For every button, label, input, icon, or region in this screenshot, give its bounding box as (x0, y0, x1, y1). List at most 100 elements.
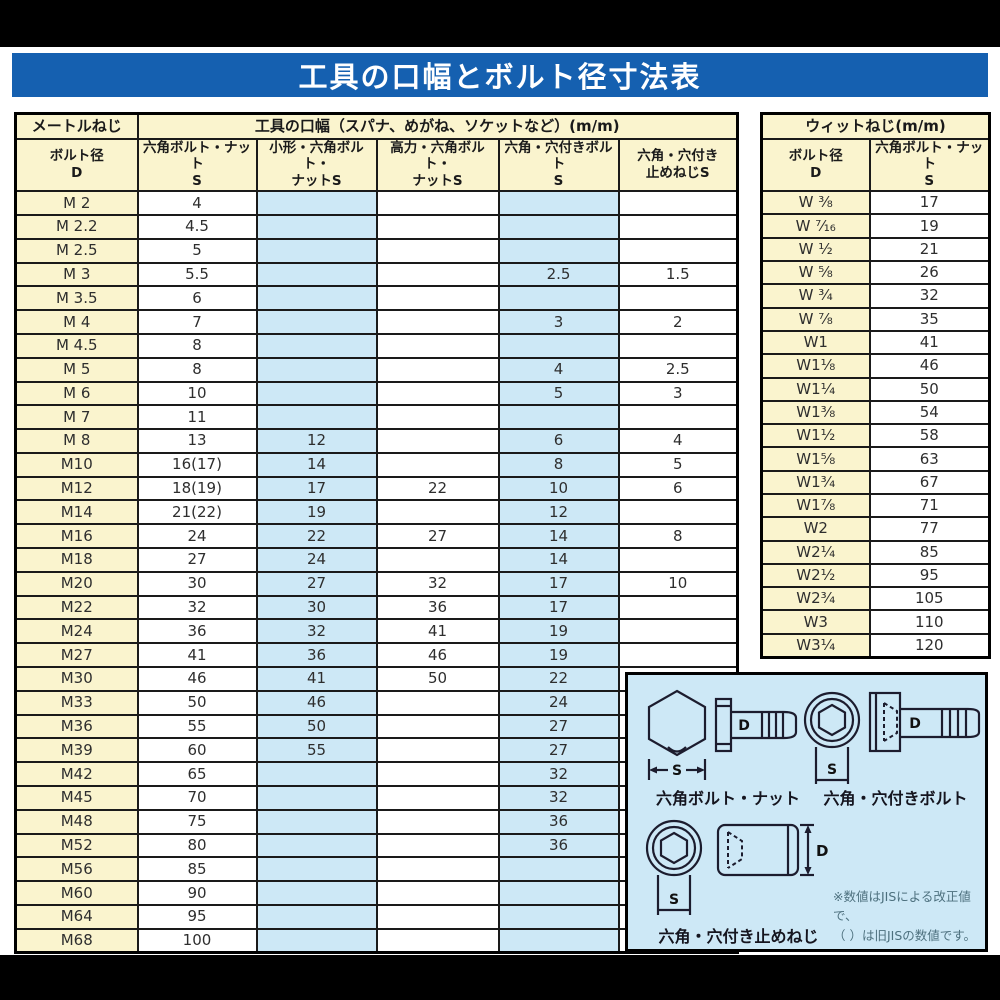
table-row: M 6 10 5 3 (14, 380, 739, 407)
size-value-cell: 58 (868, 423, 991, 449)
table-row: W3 110 (760, 609, 991, 635)
bolt-diameter-cell: M 7 (14, 404, 139, 431)
size-value-cell: 41 (255, 666, 378, 692)
size-value-cell (375, 689, 500, 716)
table-row: M24 36 32 41 19 (14, 618, 739, 645)
table-row: M 8 13 12 6 4 (14, 428, 739, 454)
size-value-cell: 14 (255, 451, 378, 478)
size-value-cell (255, 927, 378, 954)
column-header: ボルト径 D (14, 137, 139, 193)
size-value-cell (375, 309, 500, 335)
bolt-diameter-cell: W ⁷⁄₈ (760, 306, 871, 332)
size-value-cell: 2.5 (617, 356, 739, 383)
bolt-diameter-cell: W3¹⁄₄ (760, 632, 871, 659)
size-value-cell: 36 (255, 642, 378, 669)
table-row: W1 41 (760, 329, 991, 356)
size-value-cell: 85 (868, 539, 991, 565)
bolt-diameter-cell: M 5 (14, 356, 139, 383)
bolt-diameter-cell: M52 (14, 832, 139, 859)
size-value-cell: 4.5 (136, 213, 258, 240)
table-row: M27 41 36 46 19 (14, 642, 739, 669)
size-value-cell (255, 380, 378, 407)
table-row: M64 95 (14, 904, 739, 930)
size-value-cell (497, 332, 620, 359)
table-row: M22 32 30 36 17 (14, 594, 739, 621)
size-value-cell: 2.5 (497, 261, 620, 288)
size-value-cell (375, 808, 500, 835)
table-row: W ³⁄₄ 32 (760, 283, 991, 309)
table-row: W2¹⁄₂ 95 (760, 562, 991, 589)
size-value-cell: 85 (136, 856, 258, 883)
size-value-cell: 35 (868, 306, 991, 332)
size-value-cell (375, 237, 500, 264)
bolt-diameter-cell: W1¹⁄₈ (760, 353, 871, 379)
size-value-cell: 100 (136, 927, 258, 954)
table-row: W2 77 (760, 516, 991, 542)
table-row: M 4.5 8 (14, 332, 739, 359)
bolt-diameter-cell: M14 (14, 499, 139, 526)
size-value-cell: 12 (255, 428, 378, 454)
table-row: W2³⁄₄ 105 (760, 586, 991, 612)
size-value-cell: 27 (255, 570, 378, 597)
table-row: M 7 11 (14, 404, 739, 431)
size-value-cell (255, 237, 378, 264)
table-row: M20 30 27 32 17 10 (14, 570, 739, 597)
size-value-cell: 27 (136, 547, 258, 573)
column-header-row: ボルト径 D 六角ボルト・ナット S (760, 137, 991, 193)
size-value-cell (375, 737, 500, 764)
size-value-cell (255, 356, 378, 383)
size-value-cell (617, 547, 739, 573)
bolt-diameter-cell: M 2 (14, 190, 139, 216)
size-value-cell (255, 832, 378, 859)
bolt-diameter-cell: W3 (760, 609, 871, 635)
size-value-cell: 5.5 (136, 261, 258, 288)
size-value-cell: 36 (497, 832, 620, 859)
bolt-diameter-cell: M36 (14, 713, 139, 740)
bolt-diameter-cell: M24 (14, 618, 139, 645)
size-value-cell: 18(19) (136, 475, 258, 502)
bolt-diameter-cell: M16 (14, 523, 139, 550)
size-value-cell: 22 (375, 475, 500, 502)
size-value-cell (375, 761, 500, 788)
whitworth-table-body: W ³⁄₈ 17 W ⁷⁄₁₆ 19 W ¹⁄₂ 21 W ⁵⁄₈ 26 W ³⁄₄ 32 W ⁷⁄… (760, 190, 991, 659)
size-value-cell: 14 (497, 547, 620, 573)
group-header-row: ウィットねじ(m/m) (760, 112, 991, 140)
bolt-diameter-cell: W1³⁄₄ (760, 469, 871, 495)
size-value-cell: 7 (136, 309, 258, 335)
size-value-cell: 2 (617, 309, 739, 335)
size-value-cell: 19 (255, 499, 378, 526)
size-value-cell (255, 261, 378, 288)
bolt-diameter-cell: M48 (14, 808, 139, 835)
jis-note-line2: （ ）は旧JISの数値です。 (833, 927, 977, 943)
bolt-diameter-cell: M 4.5 (14, 332, 139, 359)
svg-text:D: D (738, 718, 750, 734)
size-value-cell (375, 428, 500, 454)
size-value-cell: 55 (255, 737, 378, 764)
page-title: 工具の口幅とボルト径寸法表 (12, 53, 988, 97)
table-row: W1³⁄₄ 67 (760, 469, 991, 495)
size-value-cell: 32 (497, 785, 620, 811)
bolt-diagram-panel: S D 六角ボルト・ナット S D 六角・穴付きボルト (625, 672, 988, 952)
size-value-cell (255, 404, 378, 431)
bolt-diameter-cell: M33 (14, 689, 139, 716)
size-value-cell: 19 (497, 618, 620, 645)
column-header: 六角ボルト・ナット S (136, 137, 258, 193)
size-value-cell: 22 (255, 523, 378, 550)
size-value-cell (497, 237, 620, 264)
table-row: M56 85 (14, 856, 739, 883)
column-header: 六角・穴付き 止めねじS (617, 137, 739, 193)
size-value-cell (375, 856, 500, 883)
size-value-cell (255, 285, 378, 312)
size-value-cell: 24 (136, 523, 258, 550)
size-value-cell: 67 (868, 469, 991, 495)
tool-width-header: 工具の口幅（スパナ、めがね、ソケットなど）(m/m) (136, 112, 739, 140)
bolt-diameter-cell: M20 (14, 570, 139, 597)
size-value-cell: 19 (868, 213, 991, 239)
bolt-diameter-cell: W ³⁄₄ (760, 283, 871, 309)
size-value-cell: 32 (375, 570, 500, 597)
size-value-cell (497, 190, 620, 216)
bolt-diameter-cell: W ⁵⁄₈ (760, 260, 871, 286)
bolt-diameter-cell: M22 (14, 594, 139, 621)
